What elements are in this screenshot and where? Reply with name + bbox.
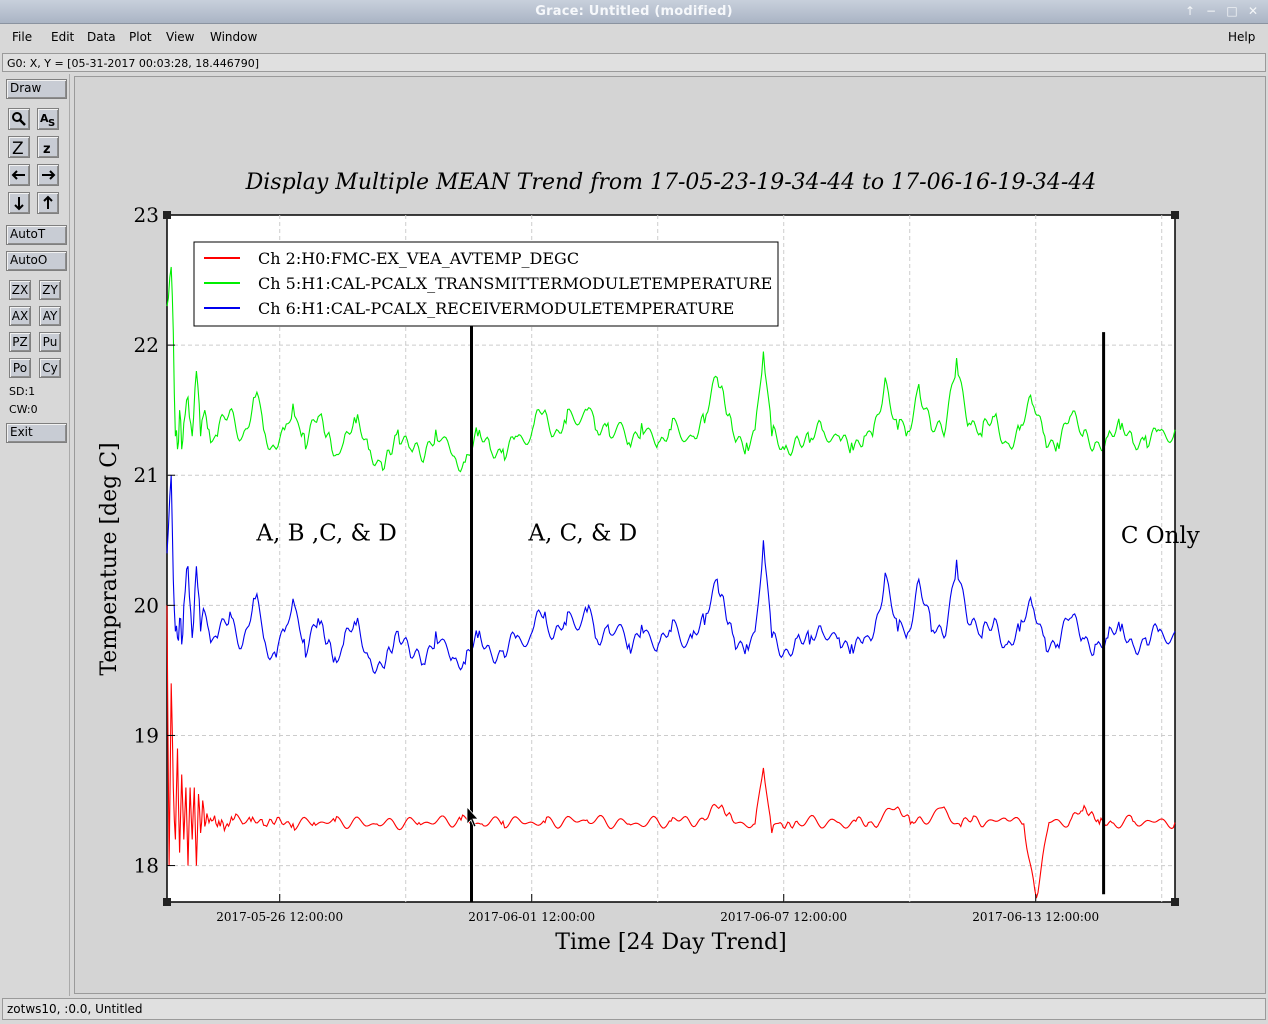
svg-text:A: A: [40, 112, 49, 125]
x-tick-label-3: 2017-06-13 12:00:00: [972, 910, 1099, 924]
minimize-icon[interactable]: −: [1205, 4, 1217, 18]
chart-title: Display Multiple MEAN Trend from 17-05-2…: [245, 170, 1097, 195]
region-annotation-2: C Only: [1121, 523, 1200, 549]
arrow-down-icon[interactable]: [8, 192, 30, 214]
legend-label-ch6: Ch 6:H1:CAL-PCALX_RECEIVERMODULETEMPERAT…: [258, 299, 734, 318]
po-button[interactable]: Po: [9, 358, 31, 378]
zx-button[interactable]: ZX: [9, 280, 31, 300]
x-tick-labels: 2017-05-26 12:00:00 2017-06-01 12:00:00 20…: [216, 894, 1099, 924]
vertical-line-layer: [470, 319, 1106, 902]
draw-button[interactable]: Draw: [6, 79, 67, 99]
window-title: Grace: Untitled (modified): [535, 4, 733, 19]
svg-text:S: S: [48, 118, 55, 129]
x-tick-label-0: 2017-05-26 12:00:00: [216, 910, 343, 924]
menu-plot[interactable]: Plot: [129, 30, 152, 44]
close-icon[interactable]: ✕: [1247, 4, 1259, 18]
plot-canvas[interactable]: Display Multiple MEAN Trend from 17-05-2…: [74, 76, 1266, 994]
cy-button[interactable]: Cy: [39, 358, 61, 378]
legend-label-ch2: Ch 2:H0:FMC-EX_VEA_AVTEMP_DEGC: [258, 249, 579, 268]
restore-icon[interactable]: ↑: [1184, 4, 1196, 18]
series-layer: [166, 266, 1176, 899]
x-axis-label: Time [24 Day Trend]: [555, 930, 786, 955]
y-tick-label-1: 19: [134, 723, 159, 747]
menu-view[interactable]: View: [166, 30, 195, 44]
plot-frame: [166, 214, 1176, 903]
series-line-0: [166, 605, 1176, 899]
title-bar[interactable]: Grace: Untitled (modified) ↑ − □ ✕: [0, 0, 1268, 24]
pu-button[interactable]: Pu: [39, 332, 61, 352]
y-tick-label-5: 23: [134, 203, 159, 227]
arrow-up-icon[interactable]: [37, 192, 59, 214]
legend[interactable]: Ch 2:H0:FMC-EX_VEA_AVTEMP_DEGC Ch 5:H1:C…: [193, 241, 779, 327]
y-axis-label: Temperature [deg C]: [97, 442, 122, 675]
annotation-layer: A, B ,C, & D A, C, & D C Only: [255, 520, 1199, 549]
ax-button[interactable]: AX: [9, 306, 31, 326]
handle-top-right[interactable]: [1171, 211, 1179, 219]
menu-help[interactable]: Help: [1228, 30, 1256, 44]
zoom-icon[interactable]: [8, 108, 30, 130]
svg-text:z: z: [43, 142, 51, 157]
region-annotation-1: A, C, & D: [527, 520, 637, 546]
series-line-1: [166, 266, 1176, 473]
current-world-label: CW:0: [9, 403, 38, 416]
menu-window[interactable]: Window: [210, 30, 258, 44]
autot-button[interactable]: AutoT: [6, 225, 67, 245]
svg-text:Z: Z: [12, 139, 24, 157]
stack-depth-label: SD:1: [9, 385, 36, 398]
status-bar: zotws10, :0.0, Untitled: [2, 998, 1266, 1020]
selection-handles[interactable]: [163, 211, 1179, 906]
pz-button[interactable]: PZ: [9, 332, 31, 352]
menu-edit[interactable]: Edit: [51, 30, 75, 44]
menu-file[interactable]: File: [12, 30, 33, 44]
x-tick-label-2: 2017-06-07 12:00:00: [720, 910, 847, 924]
zoom-out-icon[interactable]: Z: [8, 136, 30, 159]
zoom-in-icon[interactable]: z: [37, 136, 59, 158]
maximize-icon[interactable]: □: [1226, 4, 1238, 18]
y-tick-label-0: 18: [134, 854, 159, 878]
autoo-button[interactable]: AutoO: [6, 251, 67, 271]
ay-button[interactable]: AY: [39, 306, 61, 326]
region-annotation-0: A, B ,C, & D: [255, 520, 396, 546]
y-tick-label-3: 21: [134, 463, 159, 487]
arrow-left-icon[interactable]: [8, 164, 30, 186]
legend-label-ch5: Ch 5:H1:CAL-PCALX_TRANSMITTERMODULETEMPE…: [258, 274, 772, 293]
mouse-cursor-icon: [466, 805, 479, 828]
legend-frame: [193, 241, 779, 327]
y-tick-label-2: 20: [134, 593, 159, 617]
exit-button[interactable]: Exit: [6, 423, 67, 443]
window-controls: ↑ − □ ✕: [1183, 4, 1260, 18]
menu-bar: File Edit Data Plot View Window Help: [0, 25, 1268, 49]
x-tick-label-1: 2017-06-01 12:00:00: [468, 910, 595, 924]
zy-button[interactable]: ZY: [39, 280, 61, 300]
handle-bottom-left[interactable]: [163, 898, 171, 906]
y-tick-label-4: 22: [134, 333, 159, 357]
grid-layer: [167, 215, 1175, 902]
handle-top-left[interactable]: [163, 211, 171, 219]
coordinate-readout: G0: X, Y = [05-31-2017 00:03:28, 18.4467…: [2, 53, 1266, 72]
handle-bottom-right[interactable]: [1171, 898, 1179, 906]
series-line-2: [166, 475, 1176, 675]
y-tick-labels: 18 19 20 21 22 23: [134, 203, 175, 878]
chart-svg[interactable]: Display Multiple MEAN Trend from 17-05-2…: [75, 77, 1265, 993]
menu-data[interactable]: Data: [87, 30, 116, 44]
arrow-right-icon[interactable]: [37, 164, 59, 186]
